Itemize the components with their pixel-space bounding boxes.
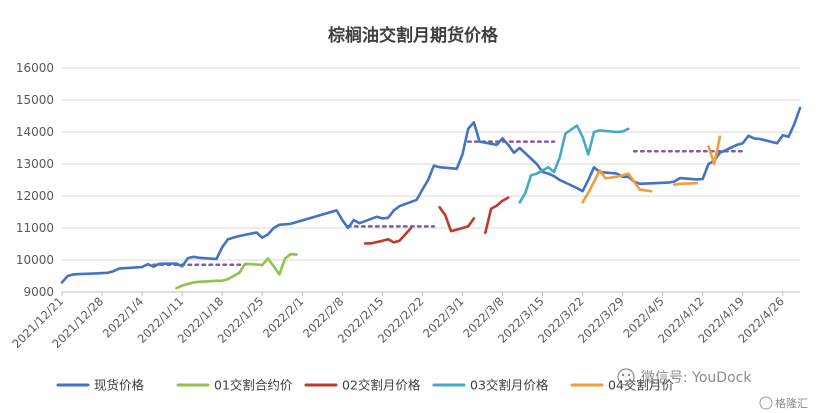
watermark: 微信号: YouDock 格隆汇 [617,368,808,410]
x-tick-label: 2022/2/1 [260,294,306,340]
series-lines [60,106,802,290]
series-line-5-part-1 [581,169,653,204]
series-line-5-part-3 [707,135,722,166]
wechat-icon-eye-right [627,373,631,377]
series-line-3-part-3 [483,196,510,235]
legend-label-1: 现货价格 [94,378,145,393]
y-tick-label: 15000 [16,93,54,107]
legend: 现货价格 01交割合约价 02交割月价格 03交割月价格 04交割月价 [56,378,674,393]
chart-title: 棕榈油交割月期货价格 [328,25,499,46]
legend-label-2: 01交割合约价 [214,378,293,393]
y-tick-label: 10000 [16,253,54,267]
x-axis: 2021/12/212021/12/282022/1/42022/1/11202… [9,291,800,351]
y-tick-label: 11000 [16,221,54,235]
watermark-corner: 格隆汇 [775,396,808,410]
y-tick-label: 12000 [16,189,54,203]
legend-label-5: 04交割月价 [608,378,674,393]
x-tick-label: 2022/3/1 [420,294,466,340]
y-tick-label: 14000 [16,125,54,139]
series-line-2 [175,252,298,290]
reference-lines [152,140,745,267]
wechat-icon [617,368,635,386]
series-line-3-part-1 [363,226,413,245]
y-tick-label: 13000 [16,157,54,171]
series-line-5-part-2 [672,181,699,187]
legend-label-3: 02交割月价格 [342,378,421,393]
legend-label-4: 03交割月价格 [470,378,549,393]
y-tick-label: 9000 [23,285,54,299]
y-tick-label: 16000 [16,61,54,75]
series-line-4 [518,124,630,204]
watermark-wechat-id: 微信号: YouDock [641,370,752,386]
corner-logo-icon [759,396,773,410]
series-line-1 [60,106,802,284]
series-line-3-part-2 [438,205,476,233]
y-axis: 9000 10000 11000 12000 13000 14000 15000 16000 [16,61,54,299]
wechat-icon-eye-left [621,373,625,377]
